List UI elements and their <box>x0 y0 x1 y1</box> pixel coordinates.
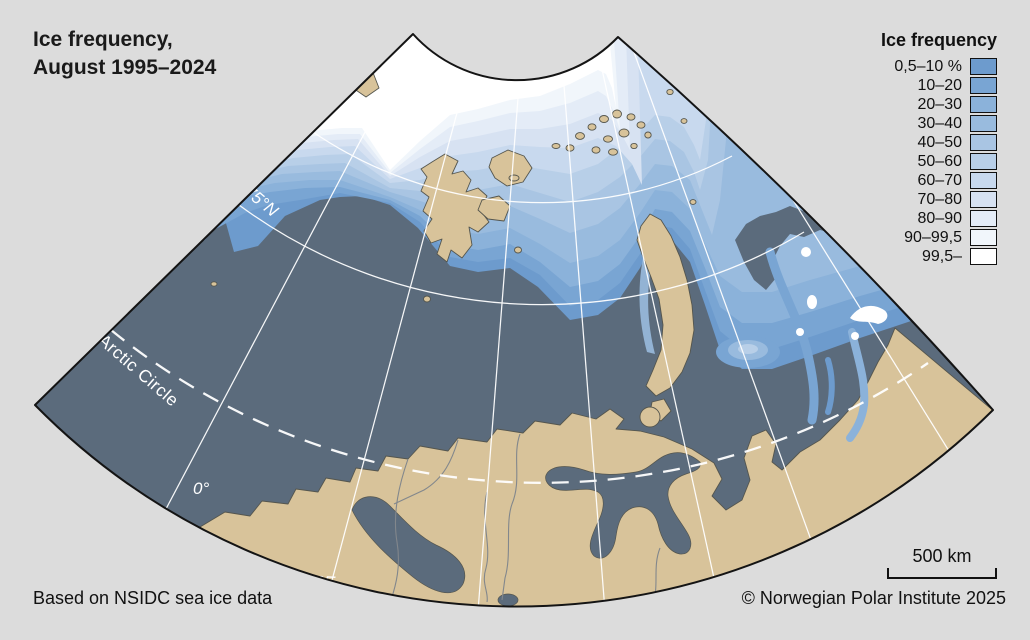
legend-entry-swatch <box>970 210 997 227</box>
scale-bar-label: 500 km <box>912 546 972 566</box>
legend-entry: 30–40 <box>827 115 997 132</box>
kvitoya-island <box>551 143 561 149</box>
legend-entry-swatch <box>970 153 997 170</box>
yenisei-gulf <box>846 328 869 442</box>
kolguyev-island <box>639 406 661 428</box>
legend-entry-swatch <box>970 172 997 189</box>
legend-title: Ice frequency <box>880 30 997 50</box>
gulf-high-ice-patches <box>796 247 888 340</box>
legend-entry-label: 50–60 <box>917 152 963 170</box>
legend: Ice frequency 0,5–10 % 10–20 20–30 30–40 40–… <box>827 30 997 267</box>
spitsbergen <box>420 153 490 263</box>
legend-entry: 80–90 <box>827 210 997 227</box>
legend-entry-swatch <box>970 191 997 208</box>
legend-entry-swatch <box>970 248 997 265</box>
white-sea <box>545 452 701 559</box>
legend-entry-swatch <box>970 77 997 94</box>
map-title-line2: August 1995–2024 <box>33 56 217 80</box>
legend-entry-swatch <box>970 115 997 132</box>
legend-entry-label: 10–20 <box>917 76 963 94</box>
parallel-75n <box>238 204 805 306</box>
legend-entry: 60–70 <box>827 172 997 189</box>
arctic-circle-line <box>110 329 929 484</box>
legend-entry-label: 0,5–10 % <box>894 57 962 75</box>
legend-entry: 10–20 <box>827 77 997 94</box>
legend-entry-label: 90–99,5 <box>904 228 962 246</box>
franz-josef-land <box>565 109 652 156</box>
legend-entry: 40–50 <box>827 134 997 151</box>
graticule <box>110 34 993 607</box>
meridian-75e <box>626 34 844 607</box>
taymyr-open-water <box>735 206 846 290</box>
gulf-of-bothnia <box>351 496 466 593</box>
label-0deg: 0° <box>193 479 209 498</box>
map-title-line1: Ice frequency, <box>33 28 173 51</box>
scale-bar: 500 km <box>887 546 997 579</box>
legend-entry-label: 60–70 <box>917 171 963 189</box>
meridian-60e <box>595 41 733 607</box>
legend-entry-label: 30–40 <box>917 114 963 132</box>
legend-entry-swatch <box>970 58 997 75</box>
ne-islet-1 <box>666 88 674 96</box>
novaya-zemlya <box>636 213 695 397</box>
legend-entry: 99,5– <box>827 248 997 265</box>
data-source-note: Based on NSIDC sea ice data <box>33 588 273 608</box>
edgeoya <box>477 195 511 222</box>
novaya-zemlya-coastal-ice <box>639 258 655 354</box>
pechora-ice-patch <box>716 336 780 368</box>
inland-waters <box>351 452 701 621</box>
legend-entry-label: 99,5– <box>921 247 962 265</box>
legend-entries: 0,5–10 % 10–20 20–30 30–40 40–50 50–60 60–70 70… <box>827 58 997 265</box>
legend-entry-swatch <box>970 134 997 151</box>
legend-entry-swatch <box>970 96 997 113</box>
map-title: Ice frequency, August 1995–2024 <box>33 26 216 83</box>
lake-1 <box>456 607 480 621</box>
meridian-15e <box>311 37 478 607</box>
legend-entry-label: 80–90 <box>917 209 963 227</box>
meridian-30e <box>471 46 523 607</box>
legend-entry-swatch <box>970 229 997 246</box>
legend-entry: 20–30 <box>827 96 997 113</box>
copyright-note: © Norwegian Polar Institute 2025 <box>741 588 1006 608</box>
bear-island <box>423 295 431 303</box>
land <box>139 63 993 607</box>
legend-entry: 90–99,5 <box>827 229 997 246</box>
mainland <box>139 327 993 607</box>
label-15e: 15°E <box>298 572 336 592</box>
map-frame <box>34 33 994 608</box>
ne-islet-3 <box>689 199 697 205</box>
legend-entry: 0,5–10 % <box>827 58 997 75</box>
siberian-gulfs <box>765 247 869 442</box>
legend-entry: 70–80 <box>827 191 997 208</box>
meridian-0e <box>119 34 421 597</box>
legend-entry-label: 70–80 <box>917 190 963 208</box>
hopen-island <box>514 246 522 254</box>
ob-gulf <box>765 247 819 425</box>
legend-entry-label: 40–50 <box>917 133 963 151</box>
ne-islet-2 <box>680 118 688 124</box>
small-island-west <box>210 281 218 287</box>
taz-gulf <box>825 357 835 415</box>
legend-entry: 50–60 <box>827 153 997 170</box>
legend-entry-label: 20–30 <box>917 95 963 113</box>
meridian-45e <box>560 46 612 607</box>
scale-bar-bracket <box>887 568 997 579</box>
kong-karls-land <box>508 174 520 182</box>
lake-2 <box>497 593 519 607</box>
borders-rivers <box>390 433 661 605</box>
parallel-80n <box>312 131 733 204</box>
